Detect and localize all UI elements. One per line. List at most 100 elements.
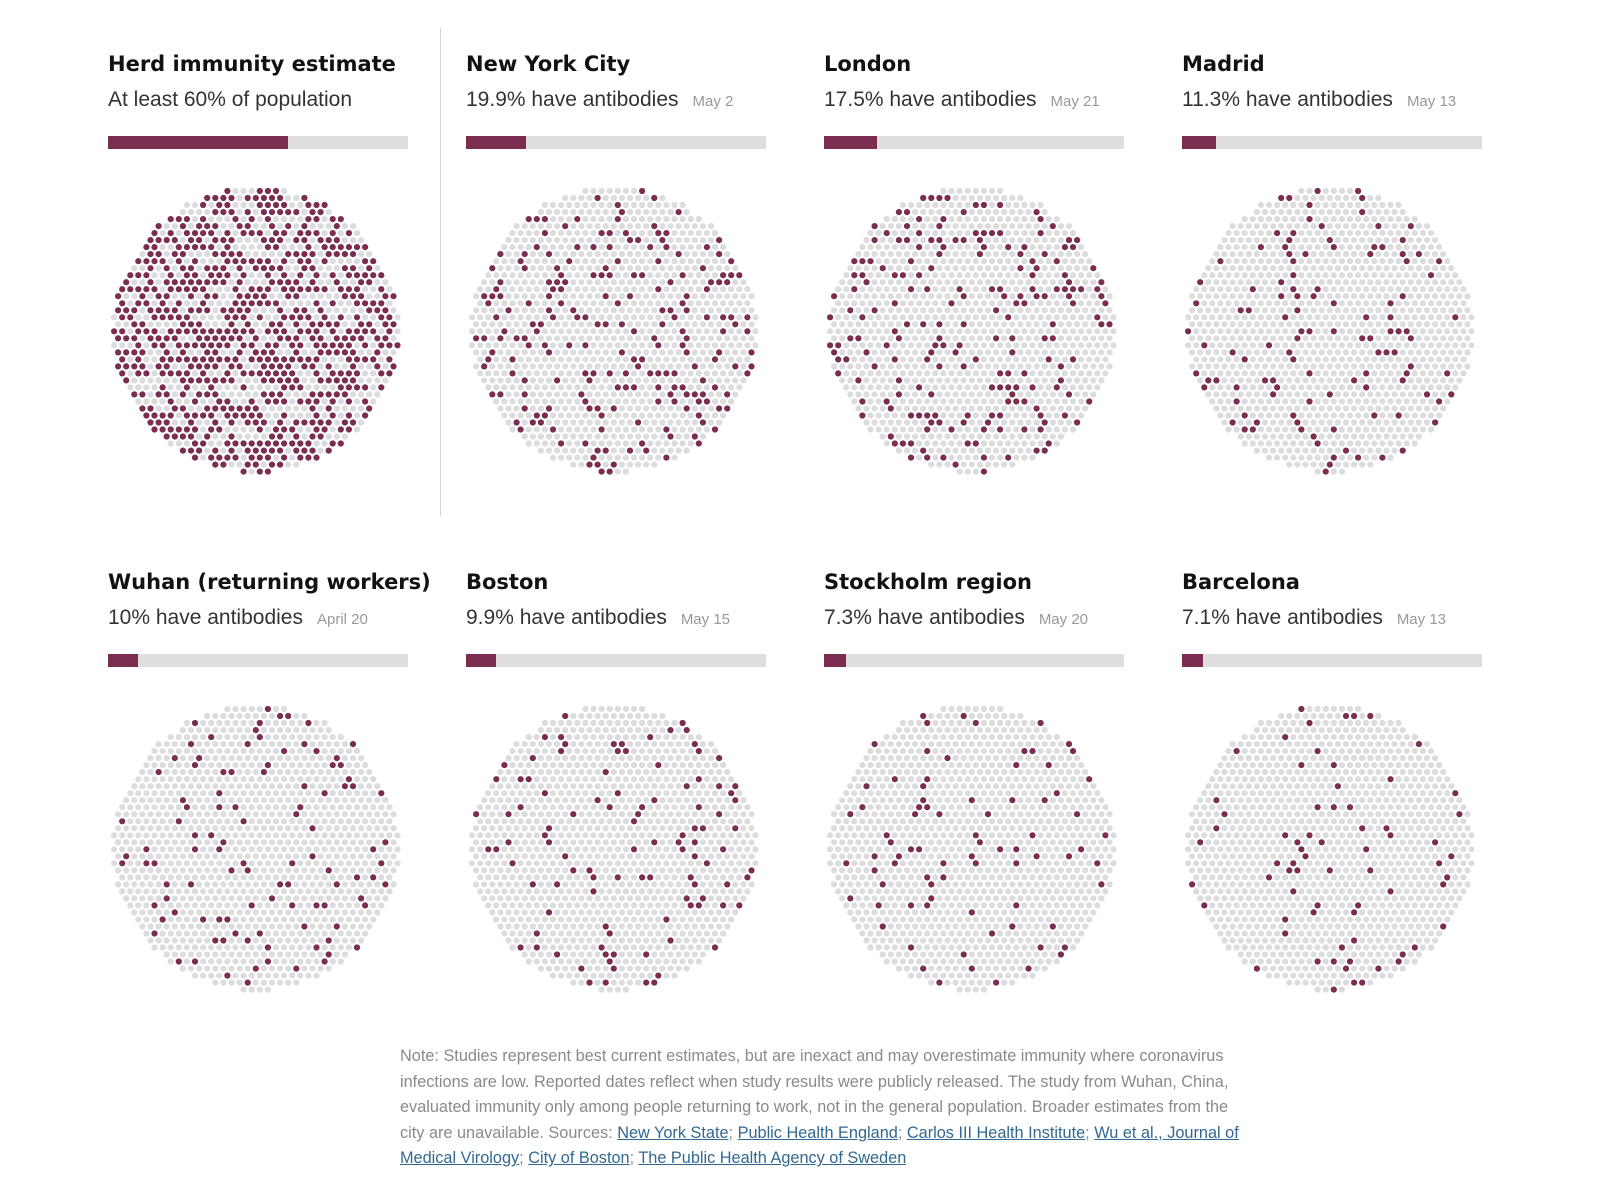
dot-population <box>248 734 255 741</box>
dot-population <box>1013 356 1020 363</box>
dot-population <box>1371 398 1378 405</box>
dot-antibodies <box>1379 244 1386 251</box>
dot-population <box>1045 342 1052 349</box>
dot-population <box>268 727 276 734</box>
dot-population <box>301 811 308 818</box>
dot-antibodies <box>216 804 223 811</box>
dot-antibodies <box>370 272 377 279</box>
dot-population <box>867 356 874 363</box>
dot-antibodies <box>212 194 219 202</box>
dot-population <box>208 748 215 755</box>
dot-population <box>968 251 975 258</box>
dot-population <box>309 293 316 300</box>
dot-population <box>285 741 292 748</box>
dot-population <box>224 734 231 741</box>
dot-population <box>1346 300 1354 307</box>
dot-population <box>831 363 838 370</box>
dot-population <box>936 433 943 440</box>
dot-population <box>1306 454 1313 461</box>
dot-population <box>139 797 146 804</box>
dot-population <box>936 307 943 314</box>
dot-population <box>244 797 251 804</box>
dot-population <box>883 300 890 307</box>
dot-population <box>647 384 654 391</box>
dot-population <box>1193 356 1200 363</box>
dot-population <box>1359 377 1366 384</box>
dot-population <box>1009 265 1016 272</box>
dot-antibodies <box>349 783 357 790</box>
dot-population <box>131 279 138 286</box>
dot-population <box>1407 293 1414 300</box>
dot-population <box>968 335 975 342</box>
dot-population <box>1395 286 1402 293</box>
dot-population <box>216 314 223 321</box>
dot-population <box>1407 391 1414 398</box>
dot-antibodies <box>582 314 589 321</box>
dot-antibodies <box>1278 293 1285 300</box>
dot-population <box>1415 237 1422 244</box>
dot-population <box>127 370 134 377</box>
dot-population <box>1407 419 1414 426</box>
dot-population <box>1221 419 1228 426</box>
dot-population <box>1221 363 1228 370</box>
dot-antibodies <box>1201 384 1208 391</box>
dot-population <box>558 370 565 377</box>
dot-population <box>1025 307 1032 314</box>
dot-population <box>1005 230 1012 237</box>
dot-population <box>155 349 162 356</box>
dot-population <box>1375 433 1382 440</box>
dot-population <box>863 321 870 328</box>
dot-population <box>171 363 178 370</box>
dot-population <box>155 265 162 272</box>
dot-population <box>839 279 846 286</box>
dot-population <box>541 272 548 279</box>
dot-population <box>716 377 723 384</box>
dot-population <box>1286 447 1293 454</box>
dot-population <box>1375 237 1382 244</box>
dot-population <box>614 230 621 237</box>
dot-population <box>232 790 239 797</box>
dot-antibodies <box>1318 223 1325 230</box>
dot-population <box>1013 426 1020 433</box>
dot-population <box>635 251 642 258</box>
dot-population <box>232 748 239 755</box>
dot-population <box>1306 244 1313 251</box>
dot-population <box>301 433 308 440</box>
dot-antibodies <box>1326 237 1333 244</box>
dot-population <box>321 734 328 741</box>
dot-population <box>635 307 642 314</box>
dot-population <box>651 237 658 244</box>
dot-population <box>1456 335 1463 342</box>
dot-population <box>903 293 911 300</box>
dot-population <box>1338 398 1345 405</box>
dot-population <box>1338 187 1345 195</box>
dot-population <box>1375 265 1382 272</box>
dot-population <box>1355 370 1362 377</box>
dot-population <box>1229 321 1236 328</box>
dot-population <box>1029 216 1036 223</box>
dot-population <box>1379 398 1386 405</box>
dot-population <box>707 237 715 244</box>
dot-population <box>1326 279 1333 286</box>
dot-population <box>208 286 215 293</box>
dot-antibodies <box>358 321 365 328</box>
dot-antibodies <box>212 335 219 342</box>
dot-antibodies <box>1013 398 1020 405</box>
dot-antibodies <box>285 209 292 216</box>
dot-population <box>566 398 573 405</box>
dot-population <box>1427 328 1435 335</box>
dot-population <box>358 237 365 244</box>
dot-population <box>1318 335 1325 342</box>
dot-population <box>220 363 227 370</box>
dot-population <box>1314 300 1321 307</box>
dot-antibodies <box>297 286 304 293</box>
dot-population <box>707 251 715 258</box>
dot-population <box>329 748 336 755</box>
dot-population <box>163 797 170 804</box>
dot-population <box>1355 342 1362 349</box>
dot-population <box>956 216 963 223</box>
dot-population <box>240 748 247 755</box>
dot-population <box>268 741 276 748</box>
dot-antibodies <box>281 454 288 461</box>
dot-population <box>1069 258 1077 265</box>
